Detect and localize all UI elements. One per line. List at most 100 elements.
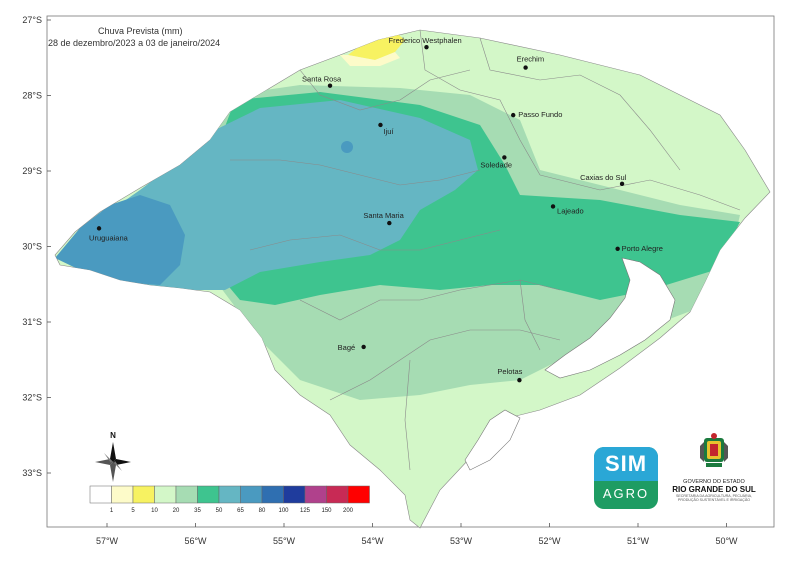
city: Bagé bbox=[338, 343, 366, 352]
city-dot bbox=[378, 122, 383, 128]
government-logo: GOVERNO DO ESTADO RIO GRANDE DO SUL SECR… bbox=[672, 432, 756, 522]
lat-tick-label: 30°S bbox=[22, 242, 42, 252]
city-label: Ijuí bbox=[383, 127, 394, 136]
zone-1-5 bbox=[340, 52, 400, 66]
city-dot bbox=[387, 220, 392, 226]
lagoon bbox=[544, 257, 676, 379]
city: Soledade bbox=[480, 155, 512, 169]
city-markers: Frederico Westphalen Erechim Santa Rosa Pas… bbox=[89, 36, 663, 383]
city: Lajeado bbox=[550, 204, 584, 215]
city-dot bbox=[619, 181, 625, 187]
lat-tick-label: 27°S bbox=[22, 15, 42, 25]
legend-value-label: 5 bbox=[131, 508, 135, 514]
logo-bottom-text: AGRO bbox=[602, 486, 650, 501]
city-dot bbox=[550, 204, 556, 209]
legend-swatch bbox=[326, 485, 349, 504]
city-label: Soledade bbox=[480, 160, 512, 169]
legend-value-label: 100 bbox=[278, 508, 289, 514]
city: Erechim bbox=[517, 55, 545, 70]
lon-tick-label: 50°W bbox=[715, 536, 738, 546]
city-label: Pelotas bbox=[497, 367, 522, 376]
state-coat-of-arms-icon bbox=[700, 433, 728, 467]
city: Santa Rosa bbox=[302, 75, 342, 88]
gov-line-2: RIO GRANDE DO SUL bbox=[672, 485, 756, 494]
legend-swatch bbox=[154, 485, 177, 504]
city: Ijuí bbox=[378, 122, 394, 136]
legend-swatch bbox=[218, 485, 241, 504]
city: Porto Alegre bbox=[615, 244, 663, 253]
legend-swatch bbox=[111, 485, 134, 504]
lon-tick-label: 52°W bbox=[538, 536, 561, 546]
legend: 1 5 10 20 35 50 65 80 100 125 150 200 bbox=[89, 485, 370, 514]
legend-swatch bbox=[261, 485, 284, 504]
city-dot bbox=[517, 377, 522, 383]
legend-value-label: 125 bbox=[300, 508, 311, 514]
city-dot bbox=[424, 44, 429, 50]
legend-swatch bbox=[175, 485, 198, 504]
city-dot bbox=[96, 226, 102, 231]
legend-swatch bbox=[347, 485, 370, 504]
city-label: Lajeado bbox=[557, 206, 584, 215]
legend-swatch bbox=[197, 485, 220, 504]
city-dot bbox=[511, 112, 516, 118]
zone-65-80 bbox=[55, 195, 185, 285]
legend-value-label: 65 bbox=[237, 508, 244, 514]
lon-tick-label: 55°W bbox=[273, 536, 296, 546]
legend-swatch bbox=[132, 485, 155, 504]
legend-value-label: 50 bbox=[216, 508, 223, 514]
lon-tick-label: 56°W bbox=[184, 536, 207, 546]
lon-tick-label: 57°W bbox=[96, 536, 119, 546]
city: Pelotas bbox=[497, 367, 523, 383]
city-label: Bagé bbox=[338, 343, 356, 352]
legend-value-label: 20 bbox=[173, 508, 180, 514]
city-label: Santa Maria bbox=[363, 211, 404, 220]
gov-line-1: GOVERNO DO ESTADO bbox=[683, 479, 745, 485]
logo-top-text: SIM bbox=[594, 447, 658, 481]
zone-5-10 bbox=[348, 32, 405, 60]
city-label: Frederico Westphalen bbox=[388, 36, 461, 45]
city: Uruguaiana bbox=[89, 226, 129, 242]
sim-agro-logo: SIM AGRO bbox=[594, 447, 658, 509]
lagoon-mirim bbox=[464, 409, 521, 471]
lon-tick-label: 53°W bbox=[450, 536, 473, 546]
lat-tick-label: 33°S bbox=[22, 468, 42, 478]
city: Frederico Westphalen bbox=[388, 36, 462, 50]
legend-swatch bbox=[240, 485, 263, 504]
city-label: Erechim bbox=[517, 55, 545, 64]
lon-tick-label: 54°W bbox=[361, 536, 384, 546]
lat-axis: 27°S 28°S 29°S 30°S 31°S 32°S 33°S bbox=[22, 15, 51, 478]
city: Caxias do Sul bbox=[580, 173, 627, 187]
city: Santa Maria bbox=[363, 211, 405, 226]
region-boundaries bbox=[230, 29, 741, 471]
zone-blob bbox=[341, 141, 353, 153]
city-dot bbox=[615, 246, 620, 251]
legend-value-label: 35 bbox=[194, 508, 201, 514]
lon-axis: 57°W 56°W 55°W 54°W 53°W 52°W 51°W 50°W bbox=[96, 523, 738, 546]
north-label: N bbox=[110, 431, 116, 440]
rainfall-zones bbox=[55, 32, 740, 400]
legend-value-label: 200 bbox=[343, 508, 354, 514]
legend-swatch bbox=[304, 485, 327, 504]
legend-swatch bbox=[283, 485, 306, 504]
city-label: Caxias do Sul bbox=[580, 173, 627, 182]
map-title: Chuva Prevista (mm) bbox=[98, 26, 183, 36]
city-dot bbox=[523, 65, 528, 70]
lat-tick-label: 28°S bbox=[22, 91, 42, 101]
city-label: Passo Fundo bbox=[518, 110, 562, 119]
legend-value-label: 80 bbox=[259, 508, 266, 514]
north-arrow: N bbox=[95, 431, 131, 482]
legend-value-label: 10 bbox=[151, 508, 158, 514]
city-dot bbox=[327, 83, 333, 88]
lat-tick-label: 31°S bbox=[22, 317, 42, 327]
gov-line-3: SECRETARIA DA AGRICULTURA, PECUÁRIA, PRO… bbox=[676, 494, 752, 502]
lon-tick-label: 51°W bbox=[627, 536, 650, 546]
city-label: Porto Alegre bbox=[622, 244, 663, 253]
legend-value-label: 150 bbox=[321, 508, 332, 514]
city-label: Santa Rosa bbox=[302, 75, 342, 84]
legend-swatch bbox=[89, 485, 112, 504]
city-dot bbox=[361, 344, 366, 350]
lat-tick-label: 29°S bbox=[22, 166, 42, 176]
lat-tick-label: 32°S bbox=[22, 393, 42, 403]
